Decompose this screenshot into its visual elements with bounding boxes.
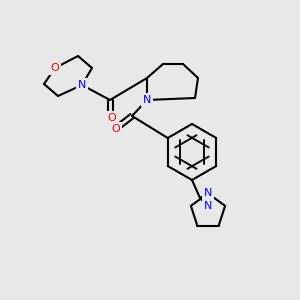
Text: N: N <box>78 80 86 90</box>
Text: N: N <box>204 188 212 198</box>
Text: O: O <box>51 63 59 73</box>
Text: O: O <box>112 124 120 134</box>
Text: N: N <box>143 95 151 105</box>
Text: N: N <box>204 201 212 211</box>
Text: O: O <box>108 113 116 123</box>
